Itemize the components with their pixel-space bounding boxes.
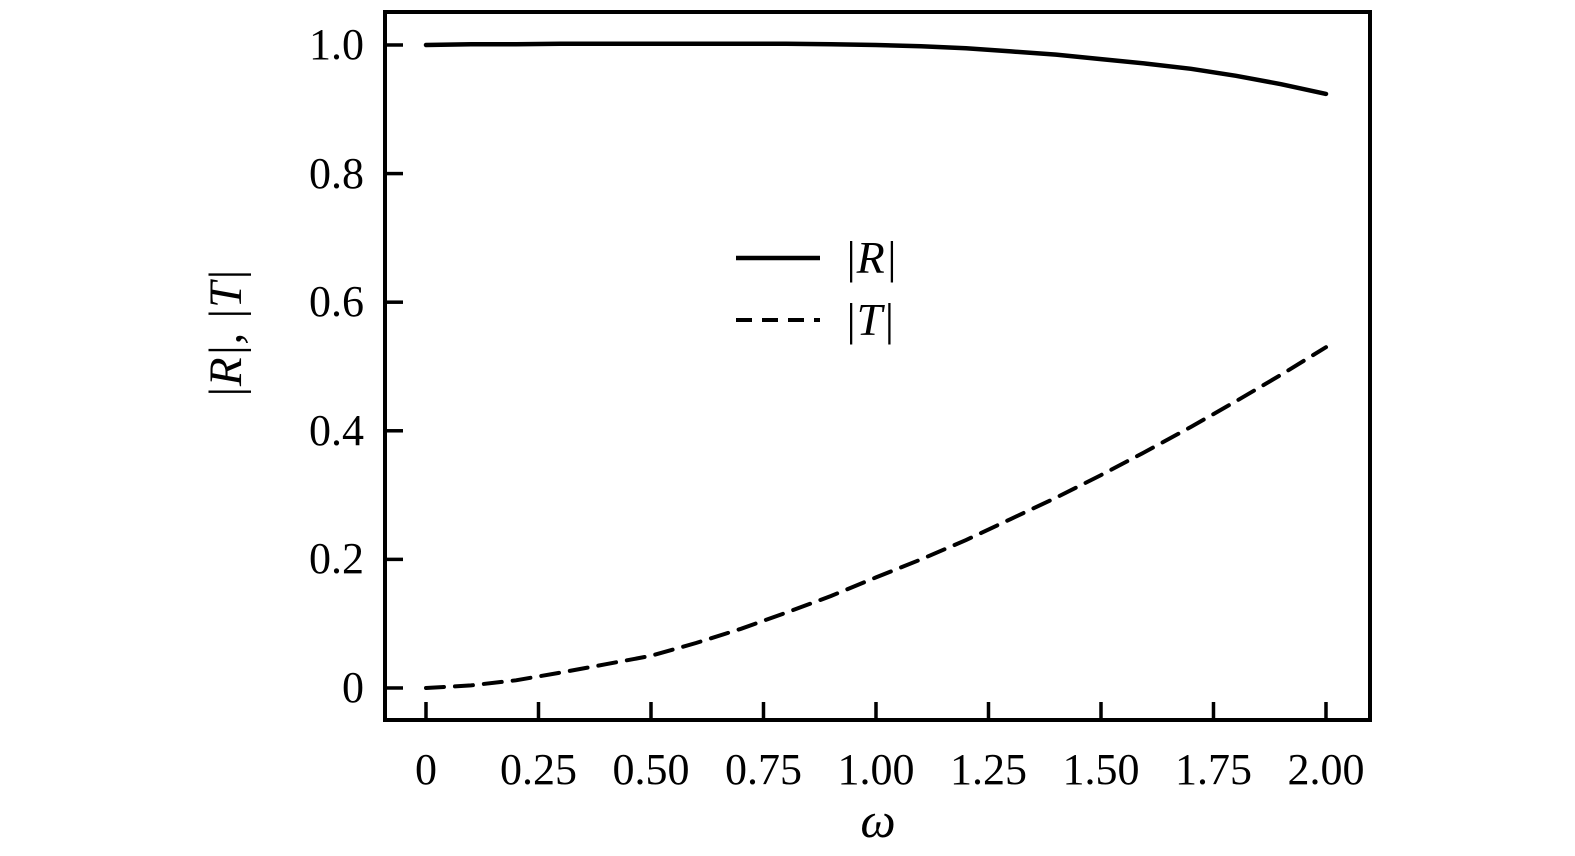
x-tick-label: 0.50 <box>612 745 690 794</box>
legend-entry-dashed: |T| <box>735 289 897 351</box>
plot-frame <box>383 10 1372 722</box>
x-tick-label: 0 <box>414 745 437 794</box>
y-tick-label: 1.0 <box>309 19 364 69</box>
y-axis-label: |R|, |T| <box>200 268 252 400</box>
curve-reflection <box>423 41 1329 97</box>
dashed-line-sample-icon <box>736 318 820 322</box>
solid-line-sample-icon <box>736 255 820 261</box>
y-tick-label: 0 <box>342 662 364 712</box>
y-tick-label: 0.6 <box>309 277 364 327</box>
legend-label-reflection: |R| <box>844 232 898 283</box>
axis-ticks <box>387 43 1328 718</box>
y-tick-label: 0.2 <box>309 534 364 584</box>
data-curves <box>423 41 1329 690</box>
legend-label-transmission: |T| <box>844 294 895 345</box>
legend-entry-solid: |R| <box>735 227 897 289</box>
x-tick-label: 2.00 <box>1287 745 1365 794</box>
x-tick-label: 1.00 <box>837 745 915 794</box>
y-tick-label: 0.4 <box>309 405 364 455</box>
y-tick-label: 0.8 <box>309 148 364 198</box>
x-tick-label: 1.75 <box>1174 745 1252 794</box>
curve-transmission <box>424 345 1328 690</box>
x-tick-label: 1.25 <box>949 745 1027 794</box>
x-axis-label: ω <box>860 792 896 848</box>
x-tick-label: 1.50 <box>1062 745 1140 794</box>
x-tick-label: 0.25 <box>499 745 577 794</box>
legend: |R| |T| <box>735 227 897 351</box>
x-tick-label: 0.75 <box>724 745 802 794</box>
